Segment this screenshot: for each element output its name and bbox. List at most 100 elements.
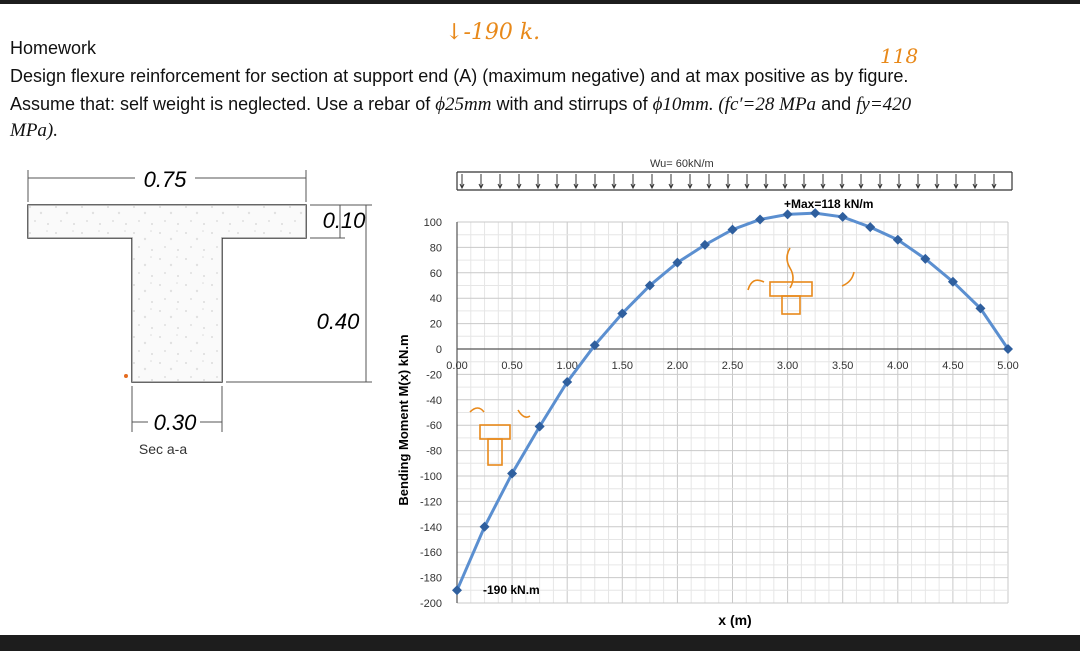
y-tick-label: 100	[424, 217, 442, 229]
flange-width-label: 0.75	[144, 167, 188, 192]
x-tick-label: 0.50	[501, 360, 522, 372]
load-arrow-head	[820, 183, 826, 190]
data-point	[672, 257, 683, 268]
data-point	[534, 421, 545, 432]
data-point	[507, 468, 518, 479]
x-tick-label: 3.50	[832, 360, 853, 372]
data-point	[865, 222, 876, 233]
load-arrow-head	[725, 183, 731, 190]
load-arrow-head	[478, 183, 484, 190]
data-point	[782, 209, 793, 220]
section-caption: Sec a-a	[139, 441, 187, 457]
top-frame-bar	[0, 0, 1080, 4]
y-tick-label: 80	[430, 242, 442, 254]
problem-line-2: Assume that: self weight is neglected. U…	[10, 94, 911, 116]
data-point	[727, 224, 738, 235]
load-arrow-head	[782, 183, 788, 190]
load-arrow-head	[554, 183, 560, 190]
x-tick-label: 4.50	[942, 360, 963, 372]
line2-mid: with and stirrups of	[491, 94, 653, 114]
data-point	[562, 377, 573, 388]
y-tick-label: -40	[426, 395, 442, 407]
data-point	[810, 208, 821, 219]
handwritten-note-neg: ↓-190 k.	[445, 20, 541, 45]
load-arrow-head	[687, 183, 693, 190]
y-tick-label: -200	[420, 598, 442, 610]
load-arrow-head	[934, 183, 940, 190]
data-point	[920, 253, 931, 264]
rebar-size: ϕ25mm	[435, 94, 492, 115]
load-arrow-head	[611, 183, 617, 190]
fc-value: (fc′=28 MPa	[713, 94, 817, 115]
handwritten-sketch-positive	[747, 247, 855, 315]
x-tick-label: 3.00	[777, 360, 798, 372]
y-tick-label: -140	[420, 522, 442, 534]
x-tick-label: 2.50	[722, 360, 743, 372]
web-width-label: 0.30	[154, 410, 198, 435]
load-arrow-head	[991, 183, 997, 190]
load-arrow-head	[744, 183, 750, 190]
bottom-frame-bar	[0, 635, 1080, 651]
data-point	[1003, 344, 1013, 354]
data-point	[699, 239, 710, 250]
x-tick-label: 1.00	[556, 360, 577, 372]
y-tick-label: 0	[436, 344, 442, 356]
load-arrow-head	[573, 183, 579, 190]
problem-line-3: MPa).	[10, 120, 59, 141]
data-point	[644, 280, 655, 291]
line2-prefix: Assume that: self weight is neglected. U…	[10, 94, 436, 114]
chart-grid	[456, 221, 1009, 604]
data-point	[947, 276, 958, 287]
flange-depth-label: 0.10	[323, 208, 367, 233]
y-tick-label: -180	[420, 573, 442, 585]
data-point	[617, 308, 628, 319]
load-arrow-head	[858, 183, 864, 190]
handwritten-note-pos: 118	[880, 44, 919, 68]
y-tick-label: -100	[420, 471, 442, 483]
load-arrow-head	[516, 183, 522, 190]
x-tick-label: 0.00	[446, 360, 467, 372]
x-tick-label: 1.50	[612, 360, 633, 372]
load-arrow-head	[972, 183, 978, 190]
load-arrow-head	[649, 183, 655, 190]
stirrup-size: ϕ10mm.	[652, 94, 714, 115]
y-tick-label: -160	[420, 547, 442, 559]
beam-load-diagram: Wu= 60kN/m	[456, 158, 1013, 191]
load-arrow-head	[839, 183, 845, 190]
x-tick-label: 5.00	[997, 360, 1018, 372]
annotation-max: +Max=118 kN/m	[784, 197, 873, 211]
load-arrow-head	[763, 183, 769, 190]
x-tick-label: 4.00	[887, 360, 908, 372]
data-point	[589, 340, 600, 351]
load-arrow-head	[592, 183, 598, 190]
y-tick-label: 40	[430, 293, 442, 305]
load-label: Wu= 60kN/m	[650, 158, 714, 170]
load-arrow-head	[706, 183, 712, 190]
y-tick-label: -120	[420, 496, 442, 508]
handwritten-sketch-negative	[469, 407, 531, 466]
load-arrow-head	[668, 183, 674, 190]
load-arrow-head	[877, 183, 883, 190]
data-point	[452, 585, 462, 596]
total-depth-label: 0.40	[317, 309, 361, 334]
load-arrow-head	[953, 183, 959, 190]
hand-arrow-icon: ↓	[445, 20, 464, 45]
load-arrow-head	[459, 183, 465, 190]
data-point	[892, 234, 903, 245]
y-axis-label: Bending Moment M(x) kN.m	[396, 334, 411, 505]
y-tick-label: 60	[430, 268, 442, 280]
line2-and: and	[816, 94, 857, 114]
y-tick-label: -20	[426, 369, 442, 381]
data-point	[755, 214, 766, 225]
y-tick-label: -80	[426, 446, 442, 458]
fy-value: fy=420	[856, 94, 912, 115]
annotation-min: -190 kN.m	[483, 583, 540, 597]
data-point	[975, 303, 986, 314]
load-arrow-head	[801, 183, 807, 190]
x-axis-label: x (m)	[718, 612, 751, 628]
load-arrow-head	[896, 183, 902, 190]
y-tick-label: -60	[426, 420, 442, 432]
data-point	[479, 521, 490, 532]
x-tick-label: 2.00	[667, 360, 688, 372]
bending-moment-chart: Wu= 60kN/m 100 80 60 40 20 0 -20 -40 -60 -80 -100 -…	[396, 158, 1019, 628]
